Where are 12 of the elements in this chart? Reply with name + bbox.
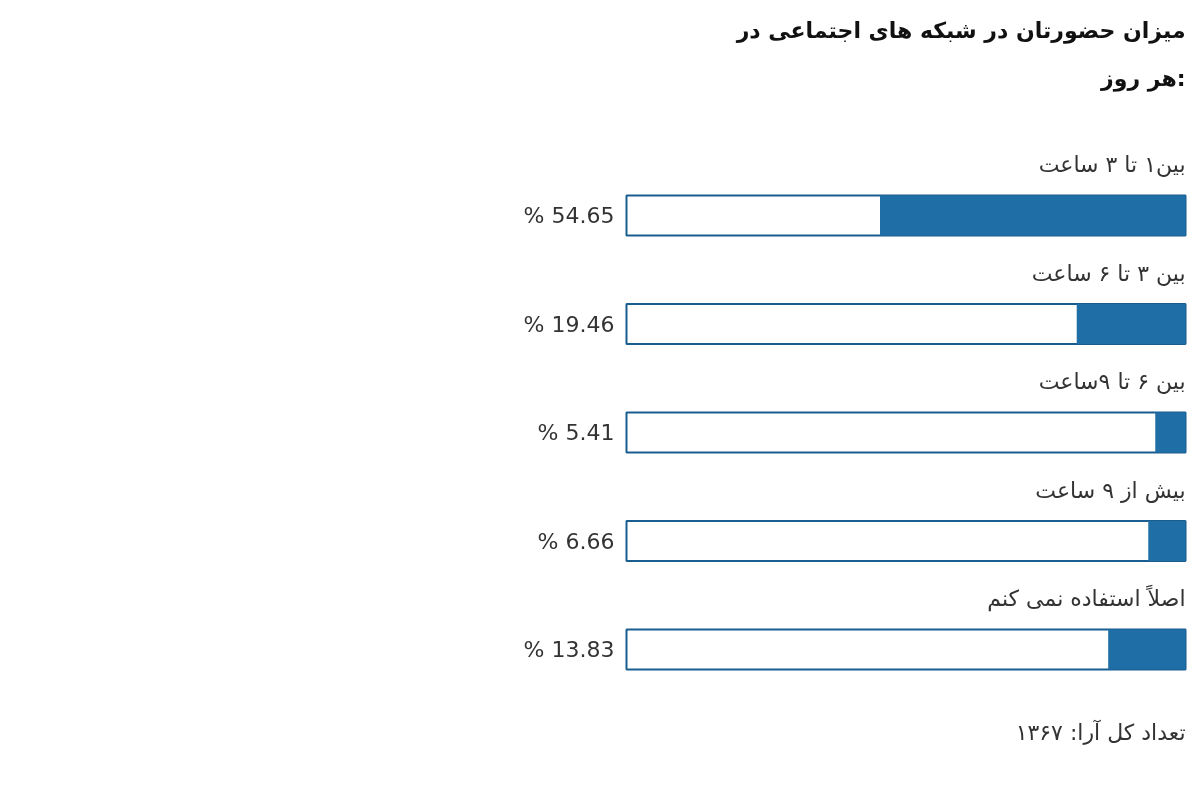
- y-tick-label: بین۱ تا ۳ ساعت: [1038, 152, 1186, 178]
- data-label: % 6.66: [537, 528, 615, 554]
- chart-title: میزان حضورتان در شبکه های اجتماعی در هر روز:: [735, 18, 1186, 92]
- text: تعداد کل آرا: ۱۳۶۷: [1015, 719, 1186, 745]
- data-label: % 19.46: [523, 311, 615, 337]
- y-tick-label: بین ۳ تا ۶ ساعت: [1031, 260, 1186, 286]
- y-tick-label: بیش از ۹ ساعت: [1035, 477, 1186, 504]
- data-label: % 5.41: [537, 420, 615, 445]
- data-label: % 54.65: [523, 203, 615, 228]
- data-label: % 13.83: [523, 637, 615, 662]
- y-tick-label: اصلاً استفاده نمی کنم: [987, 583, 1186, 613]
- y-tick-label: بین ۶ تا ۹ساعت: [1038, 369, 1186, 395]
